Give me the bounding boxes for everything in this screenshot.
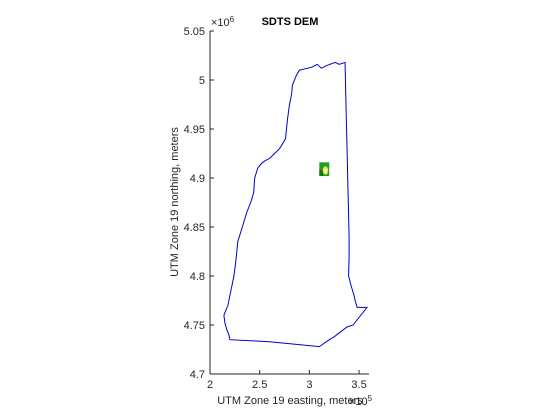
x-exponent-base: ×10 (349, 396, 368, 408)
y-exponent-power: 6 (230, 15, 235, 24)
y-axis-label: UTM Zone 19 northing, meters (169, 127, 181, 277)
y-tick-label: 4.85 (184, 222, 205, 234)
x-tick-label: 2.5 (252, 379, 267, 391)
state-boundary-line (223, 61, 369, 348)
x-tick-label: 3 (306, 379, 312, 391)
y-tick-label: 4.75 (184, 320, 205, 332)
x-exponent-power: 5 (368, 394, 373, 403)
dem-tile-peak (324, 168, 327, 173)
plot-area (223, 61, 369, 348)
y-tick-label: 4.95 (184, 124, 205, 136)
y-exponent-base: ×10 (211, 17, 230, 29)
y-tick-label: 4.9 (190, 173, 205, 185)
chart-title: SDTS DEM (262, 16, 319, 28)
x-ticks: 2 2.5 3 3.5 (207, 370, 367, 391)
x-axis-label: UTM Zone 19 easting, meters (217, 395, 363, 407)
dem-elevation-tile (319, 162, 330, 177)
dem-tile-dark (319, 169, 324, 177)
y-axis-exponent: ×106 (211, 15, 235, 29)
y-tick-label: 5.05 (184, 26, 205, 38)
y-ticks: 4.7 4.75 4.8 4.85 4.9 4.95 5 5.05 (184, 26, 214, 381)
x-tick-label: 2 (207, 379, 213, 391)
y-tick-label: 5 (199, 75, 205, 87)
y-tick-label: 4.8 (190, 271, 205, 283)
x-tick-label: 3.5 (351, 379, 366, 391)
axes: 2 2.5 3 3.5 4.7 4.75 4.8 4.85 4.9 4.95 5 5.05 (184, 26, 369, 391)
x-axis-exponent: ×105 (349, 394, 373, 408)
y-tick-label: 4.7 (190, 369, 205, 381)
